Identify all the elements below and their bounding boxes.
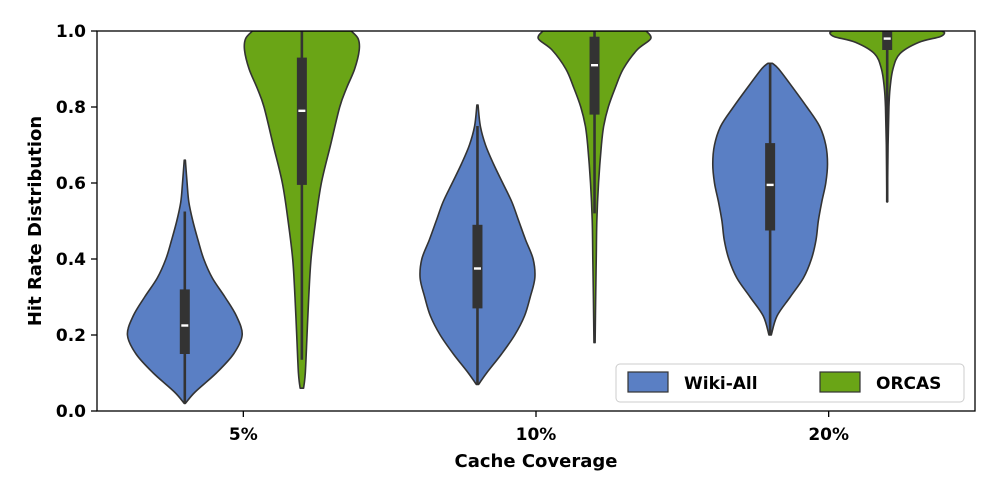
violin-median-marker	[298, 109, 306, 112]
y-tick-label: 0.4	[56, 250, 86, 270]
violin-median-marker	[883, 37, 891, 40]
violin-iqr-box	[882, 31, 893, 50]
y-tick-label: 0.8	[56, 98, 86, 118]
violin-iqr-box	[765, 143, 776, 231]
violin-iqr-box	[472, 224, 483, 309]
legend-label-wiki-all: Wiki-All	[684, 374, 758, 394]
violin-iqr-box	[589, 36, 600, 115]
x-tick-label: 5%	[229, 425, 258, 445]
violin-median-marker	[473, 267, 481, 270]
y-tick-label: 0.2	[56, 326, 86, 346]
legend-swatch-orcas	[819, 371, 861, 393]
violin-median-marker	[591, 64, 599, 67]
y-tick-label: 1.0	[56, 22, 86, 42]
legend: Wiki-All ORCAS	[615, 363, 965, 403]
violin-iqr-box	[179, 289, 190, 354]
x-tick-label: 20%	[808, 425, 849, 445]
legend-swatch-wiki-all	[627, 371, 669, 393]
y-axis-title: Hit Rate Distribution	[25, 116, 46, 326]
violin-median-marker	[181, 324, 189, 327]
y-tick-label: 0.6	[56, 174, 86, 194]
violin-iqr-box	[296, 57, 307, 185]
x-tick-label: 10%	[516, 425, 557, 445]
y-tick-label: 0.0	[56, 402, 86, 422]
legend-box	[615, 363, 965, 403]
x-axis-title: Cache Coverage	[455, 451, 618, 472]
legend-label-orcas: ORCAS	[876, 374, 941, 394]
violin-median-marker	[766, 183, 774, 187]
